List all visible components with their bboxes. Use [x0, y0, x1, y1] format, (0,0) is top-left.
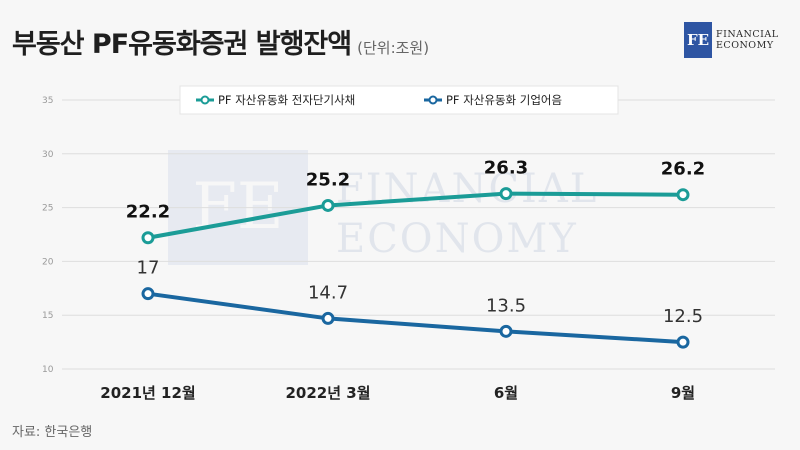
y-tick-label: 15	[42, 311, 53, 321]
data-label: 17	[137, 258, 160, 279]
data-label: 12.5	[663, 306, 703, 327]
chart-title-text: 부동산 PF유동화증권 발행잔액	[12, 29, 352, 60]
data-label: 22.2	[126, 202, 170, 223]
data-label: 13.5	[486, 295, 526, 316]
legend-label: PF 자산유동화 전자단기사채	[218, 93, 355, 107]
data-point	[321, 198, 335, 212]
x-tick-label: 6월	[494, 384, 518, 402]
y-tick-label: 20	[42, 257, 54, 267]
legend-swatch-marker	[428, 95, 438, 105]
logo-mark: FE	[684, 22, 712, 58]
logo-text-line1: FINANCIAL	[716, 29, 779, 40]
y-tick-label: 30	[42, 150, 54, 160]
data-point	[499, 324, 513, 338]
chart-title: 부동산 PF유동화증권 발행잔액 (단위:조원)	[12, 22, 429, 61]
data-point	[499, 187, 513, 201]
logo-text-line2: ECONOMY	[716, 40, 774, 51]
brand-logo: FE FINANCIAL ECONOMY	[684, 22, 792, 58]
legend-swatch-marker	[200, 95, 210, 105]
y-tick-label: 35	[42, 96, 53, 106]
series-line	[146, 291, 685, 345]
y-tick-label: 25	[42, 204, 53, 214]
data-point	[676, 188, 690, 202]
data-point	[141, 231, 155, 245]
data-label: 26.2	[661, 159, 705, 180]
source-note: 자료: 한국은행	[12, 425, 93, 440]
x-tick-label: 2021년 12월	[100, 384, 195, 402]
data-point	[321, 311, 335, 325]
data-point	[676, 335, 690, 349]
x-tick-label: 9월	[671, 384, 695, 402]
legend-label: PF 자산유동화 기업어음	[446, 93, 562, 107]
unit-label: (단위:조원)	[357, 39, 430, 57]
legend-box	[179, 85, 619, 115]
data-point	[141, 287, 155, 301]
x-tick-label: 2022년 3월	[285, 384, 370, 402]
data-label: 14.7	[308, 282, 348, 303]
data-label: 26.3	[484, 158, 528, 179]
data-label: 25.2	[306, 169, 350, 190]
y-tick-label: 10	[42, 365, 54, 375]
header: 부동산 PF유동화증권 발행잔액 (단위:조원) FE FINANCIAL ECO…	[0, 0, 800, 72]
logo-text: FINANCIAL ECONOMY	[716, 29, 779, 51]
series-line	[146, 191, 685, 240]
